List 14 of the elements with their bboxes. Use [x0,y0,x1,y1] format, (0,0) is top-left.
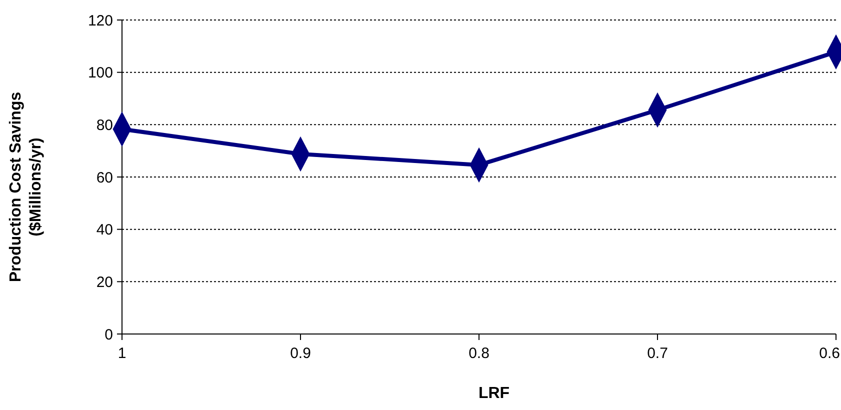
y-tick-label: 0 [104,326,113,344]
y-axis-title: Production Cost Savings ($Millions/yr) [7,92,44,282]
y-tick-label: 60 [96,169,113,186]
x-tick-label: 0.6 [819,345,840,362]
y-tick-label: 40 [96,222,113,239]
x-tick-label: 0.7 [647,345,668,362]
y-tick-label: 100 [88,64,113,82]
x-tick-label: 1 [118,345,126,362]
y-tick-label: 120 [88,12,113,30]
x-tick-label: 0.9 [290,345,311,362]
y-tick-label: 20 [96,274,113,291]
x-axis-title: LRF [478,385,510,402]
x-tick-label: 0.8 [468,345,490,362]
y-tick-label: 80 [96,116,113,134]
